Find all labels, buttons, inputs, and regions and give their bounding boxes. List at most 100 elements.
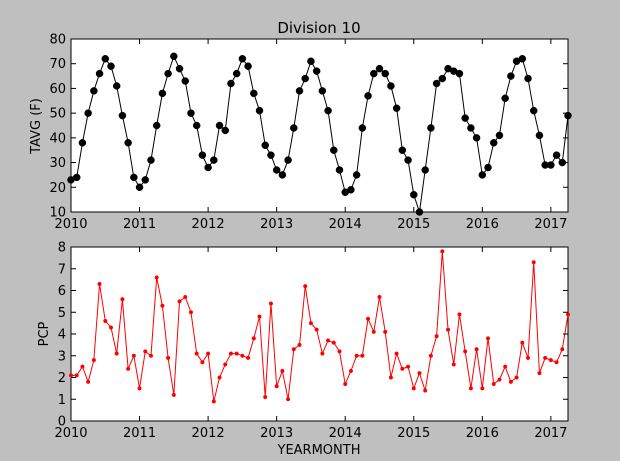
data-point — [371, 329, 376, 334]
data-point — [154, 275, 159, 280]
data-point — [554, 360, 559, 365]
data-point — [267, 151, 275, 159]
data-point — [489, 139, 498, 147]
data-point — [398, 146, 407, 154]
y-tick-label: 6 — [58, 284, 66, 299]
data-point — [324, 106, 332, 115]
series-line — [70, 54, 569, 213]
series-line — [71, 251, 569, 402]
data-point — [366, 316, 371, 321]
y-tick-label: 30 — [49, 156, 66, 171]
data-point — [284, 156, 292, 164]
data-point — [423, 388, 428, 393]
data-point — [335, 166, 344, 174]
data-point — [564, 111, 572, 120]
data-point — [387, 82, 395, 90]
tavg-series — [67, 52, 572, 216]
x-tick-label: 2013 — [260, 426, 293, 441]
data-point — [445, 327, 451, 332]
data-point — [91, 358, 96, 363]
x-axis-label: YEARMONTH — [277, 443, 361, 458]
data-point — [303, 284, 308, 289]
data-point — [451, 362, 456, 367]
data-point — [314, 327, 319, 332]
data-point — [478, 171, 487, 179]
data-point — [520, 340, 525, 345]
data-point — [354, 353, 359, 358]
y-tick-label: 4 — [58, 328, 66, 343]
x-tick-label: 2014 — [329, 217, 362, 232]
data-point — [370, 69, 378, 78]
x-tick-label: 2011 — [123, 217, 156, 232]
y-tick-label: 60 — [49, 82, 66, 97]
data-point — [234, 351, 239, 356]
data-point — [255, 106, 264, 115]
data-point — [290, 124, 298, 132]
data-point — [114, 351, 119, 356]
data-point — [130, 173, 138, 182]
data-point — [565, 312, 571, 317]
y-tick-label: 1 — [58, 393, 66, 408]
data-point — [529, 106, 538, 115]
axis-ticks: 0 1 2 3 4 5 6 7 8 2010 2011 2012 2013 2014 2015 2016 201… — [54, 241, 568, 441]
data-point — [525, 355, 531, 360]
x-tick-label: 2011 — [123, 426, 156, 441]
y-axis-label: TAVG (F) — [29, 98, 44, 155]
data-point — [194, 351, 199, 356]
data-point — [358, 124, 367, 132]
data-point — [238, 55, 247, 63]
data-point — [118, 111, 127, 120]
data-point — [80, 364, 85, 369]
y-tick-label: 10 — [49, 206, 66, 221]
data-point — [297, 342, 302, 347]
data-point — [308, 321, 313, 326]
data-point — [417, 371, 422, 376]
data-point — [410, 190, 418, 199]
pcp-series — [68, 249, 571, 404]
data-point — [301, 74, 309, 83]
data-point — [507, 72, 515, 80]
data-point — [428, 353, 433, 358]
data-point — [432, 79, 441, 88]
data-point — [495, 131, 504, 140]
data-point — [257, 314, 262, 319]
tavg-panel: Division 10 10 20 30 40 50 60 70 80 2010 2011 2012… — [29, 19, 572, 232]
data-point — [86, 379, 91, 384]
data-point — [166, 355, 171, 360]
data-point — [406, 364, 411, 369]
x-tick-label: 2012 — [192, 217, 225, 232]
data-point — [221, 126, 229, 135]
data-point — [183, 294, 188, 300]
data-point — [72, 173, 81, 182]
data-point — [461, 114, 469, 122]
data-point — [97, 281, 102, 287]
data-point — [392, 104, 401, 112]
data-point — [535, 131, 544, 140]
data-point — [524, 74, 532, 83]
y-tick-label: 7 — [58, 262, 66, 277]
x-tick-label: 2017 — [534, 217, 567, 232]
data-point — [352, 171, 361, 179]
data-point — [377, 294, 382, 300]
data-point — [137, 386, 142, 391]
data-point — [375, 64, 384, 73]
data-point — [347, 186, 355, 194]
data-point — [503, 364, 508, 369]
data-point — [263, 395, 268, 400]
data-point — [217, 375, 222, 380]
data-point — [484, 163, 492, 172]
y-tick-label: 20 — [49, 181, 66, 196]
data-point — [228, 351, 233, 356]
plot-area — [70, 246, 569, 422]
data-point — [143, 349, 148, 354]
data-point — [107, 62, 115, 70]
y-tick-label: 80 — [49, 33, 66, 48]
data-point — [400, 366, 405, 371]
chart-title: Division 10 — [277, 19, 360, 37]
data-point — [394, 351, 399, 356]
data-point — [295, 87, 304, 95]
data-point — [152, 121, 161, 130]
data-point — [204, 163, 212, 172]
data-point — [318, 87, 327, 95]
data-point — [280, 368, 285, 374]
